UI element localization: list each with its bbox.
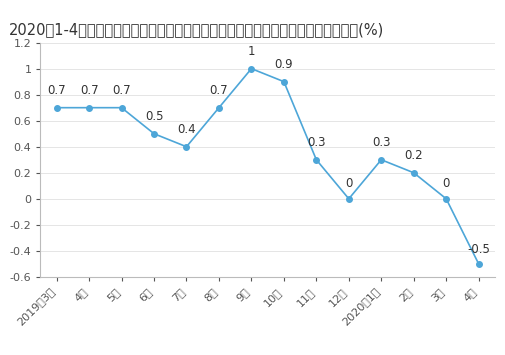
Text: 0: 0 [345, 177, 352, 190]
Text: -0.5: -0.5 [467, 243, 490, 256]
Text: 0.7: 0.7 [47, 84, 66, 97]
Text: 0.3: 0.3 [372, 136, 390, 149]
Text: 1: 1 [247, 45, 255, 58]
Text: 0.2: 0.2 [405, 149, 423, 162]
Text: 0.5: 0.5 [145, 110, 163, 123]
Text: 0.9: 0.9 [275, 58, 293, 71]
Text: 0.7: 0.7 [210, 84, 228, 97]
Text: 0.3: 0.3 [307, 136, 326, 149]
Text: 0.7: 0.7 [80, 84, 98, 97]
Text: 0.4: 0.4 [177, 123, 196, 136]
Text: 2020年1-4月泵、阀门、压缩机及类似机械制造工业生产者出厂价格指数同比涨跌图(%): 2020年1-4月泵、阀门、压缩机及类似机械制造工业生产者出厂价格指数同比涨跌图… [9, 22, 384, 37]
Text: 0.7: 0.7 [112, 84, 131, 97]
Text: 0: 0 [442, 177, 450, 190]
